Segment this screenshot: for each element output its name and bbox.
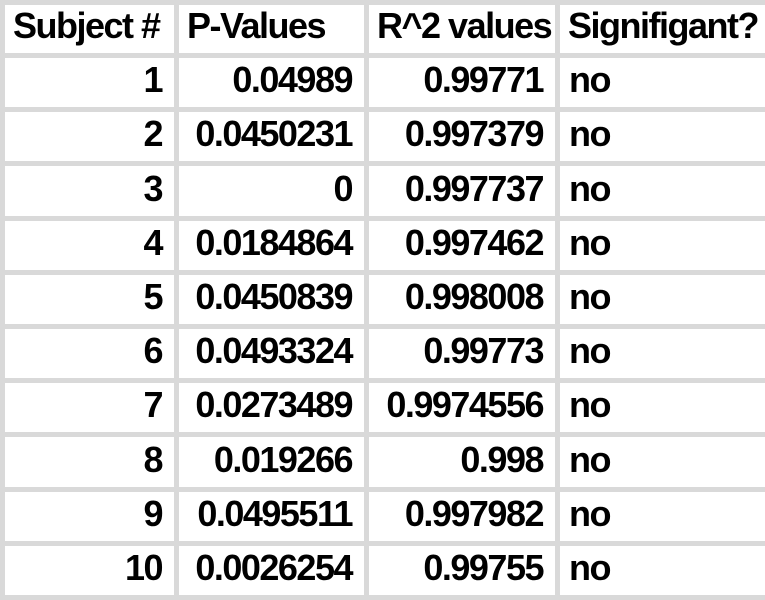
cell-r2[interactable]: 0.997462	[364, 215, 560, 275]
cell-pvalue[interactable]: 0.04989	[174, 52, 369, 113]
table-row: 6 0.0493324 0.99773 no	[0, 323, 765, 384]
cell-pvalue[interactable]: 0.0273489	[174, 378, 369, 438]
cell-significant[interactable]: no	[555, 107, 765, 167]
table-row: 9 0.0495511 0.997982 no	[0, 486, 765, 546]
cell-significant[interactable]: no	[555, 540, 765, 600]
cell-pvalue[interactable]: 0.019266	[174, 432, 369, 492]
cell-pvalue[interactable]: 0.0495511	[174, 486, 369, 546]
cell-pvalue[interactable]: 0.0450231	[174, 107, 369, 167]
header-row: Subject # P-Values R^2 values Signifigan…	[0, 0, 765, 58]
cell-significant[interactable]: no	[555, 486, 765, 546]
cell-pvalue[interactable]: 0.0493324	[174, 323, 369, 384]
cell-r2[interactable]: 0.997737	[364, 161, 560, 221]
cell-subject[interactable]: 2	[0, 107, 179, 167]
table-row: 10 0.0026254 0.99755 no	[0, 540, 765, 600]
cell-pvalue[interactable]: 0.0026254	[174, 540, 369, 600]
cell-significant[interactable]: no	[555, 432, 765, 492]
cell-subject[interactable]: 6	[0, 323, 179, 384]
table-row: 1 0.04989 0.99771 no	[0, 52, 765, 113]
column-header-pvalues[interactable]: P-Values	[174, 0, 369, 58]
column-header-r2-values[interactable]: R^2 values	[364, 0, 560, 58]
column-header-subject[interactable]: Subject #	[0, 0, 179, 58]
cell-pvalue[interactable]: 0.0450839	[174, 269, 369, 329]
cell-significant[interactable]: no	[555, 269, 765, 329]
cell-pvalue[interactable]: 0	[174, 161, 369, 221]
table-body: 1 0.04989 0.99771 no 2 0.0450231 0.997379 no 3 0 0…	[0, 52, 765, 600]
cell-r2[interactable]: 0.998	[364, 432, 560, 492]
cell-pvalue[interactable]: 0.0184864	[174, 215, 369, 275]
table-row: 3 0 0.997737 no	[0, 161, 765, 221]
cell-r2[interactable]: 0.99755	[364, 540, 560, 600]
table-row: 5 0.0450839 0.998008 no	[0, 269, 765, 329]
table-row: 2 0.0450231 0.997379 no	[0, 107, 765, 167]
cell-subject[interactable]: 8	[0, 432, 179, 492]
cell-r2[interactable]: 0.9974556	[364, 378, 560, 438]
cell-significant[interactable]: no	[555, 52, 765, 113]
table-row: 7 0.0273489 0.9974556 no	[0, 378, 765, 438]
cell-subject[interactable]: 1	[0, 52, 179, 113]
cell-subject[interactable]: 7	[0, 378, 179, 438]
cell-r2[interactable]: 0.997379	[364, 107, 560, 167]
cell-subject[interactable]: 4	[0, 215, 179, 275]
table-row: 4 0.0184864 0.997462 no	[0, 215, 765, 275]
cell-r2[interactable]: 0.998008	[364, 269, 560, 329]
table-row: 8 0.019266 0.998 no	[0, 432, 765, 492]
cell-subject[interactable]: 5	[0, 269, 179, 329]
cell-r2[interactable]: 0.99773	[364, 323, 560, 384]
cell-significant[interactable]: no	[555, 323, 765, 384]
column-header-significant[interactable]: Signifigant?	[555, 0, 765, 58]
cell-subject[interactable]: 10	[0, 540, 179, 600]
cell-subject[interactable]: 3	[0, 161, 179, 221]
cell-subject[interactable]: 9	[0, 486, 179, 546]
cell-significant[interactable]: no	[555, 215, 765, 275]
cell-significant[interactable]: no	[555, 161, 765, 221]
cell-r2[interactable]: 0.997982	[364, 486, 560, 546]
cell-significant[interactable]: no	[555, 378, 765, 438]
cell-r2[interactable]: 0.99771	[364, 52, 560, 113]
